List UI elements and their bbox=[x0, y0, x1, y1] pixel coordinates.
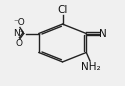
Text: Cl: Cl bbox=[57, 5, 68, 15]
Text: ⁻O: ⁻O bbox=[13, 18, 25, 27]
Text: NH₂: NH₂ bbox=[81, 62, 100, 72]
Text: O: O bbox=[16, 39, 23, 48]
Text: N: N bbox=[100, 29, 107, 39]
Text: N⁺: N⁺ bbox=[13, 29, 24, 38]
